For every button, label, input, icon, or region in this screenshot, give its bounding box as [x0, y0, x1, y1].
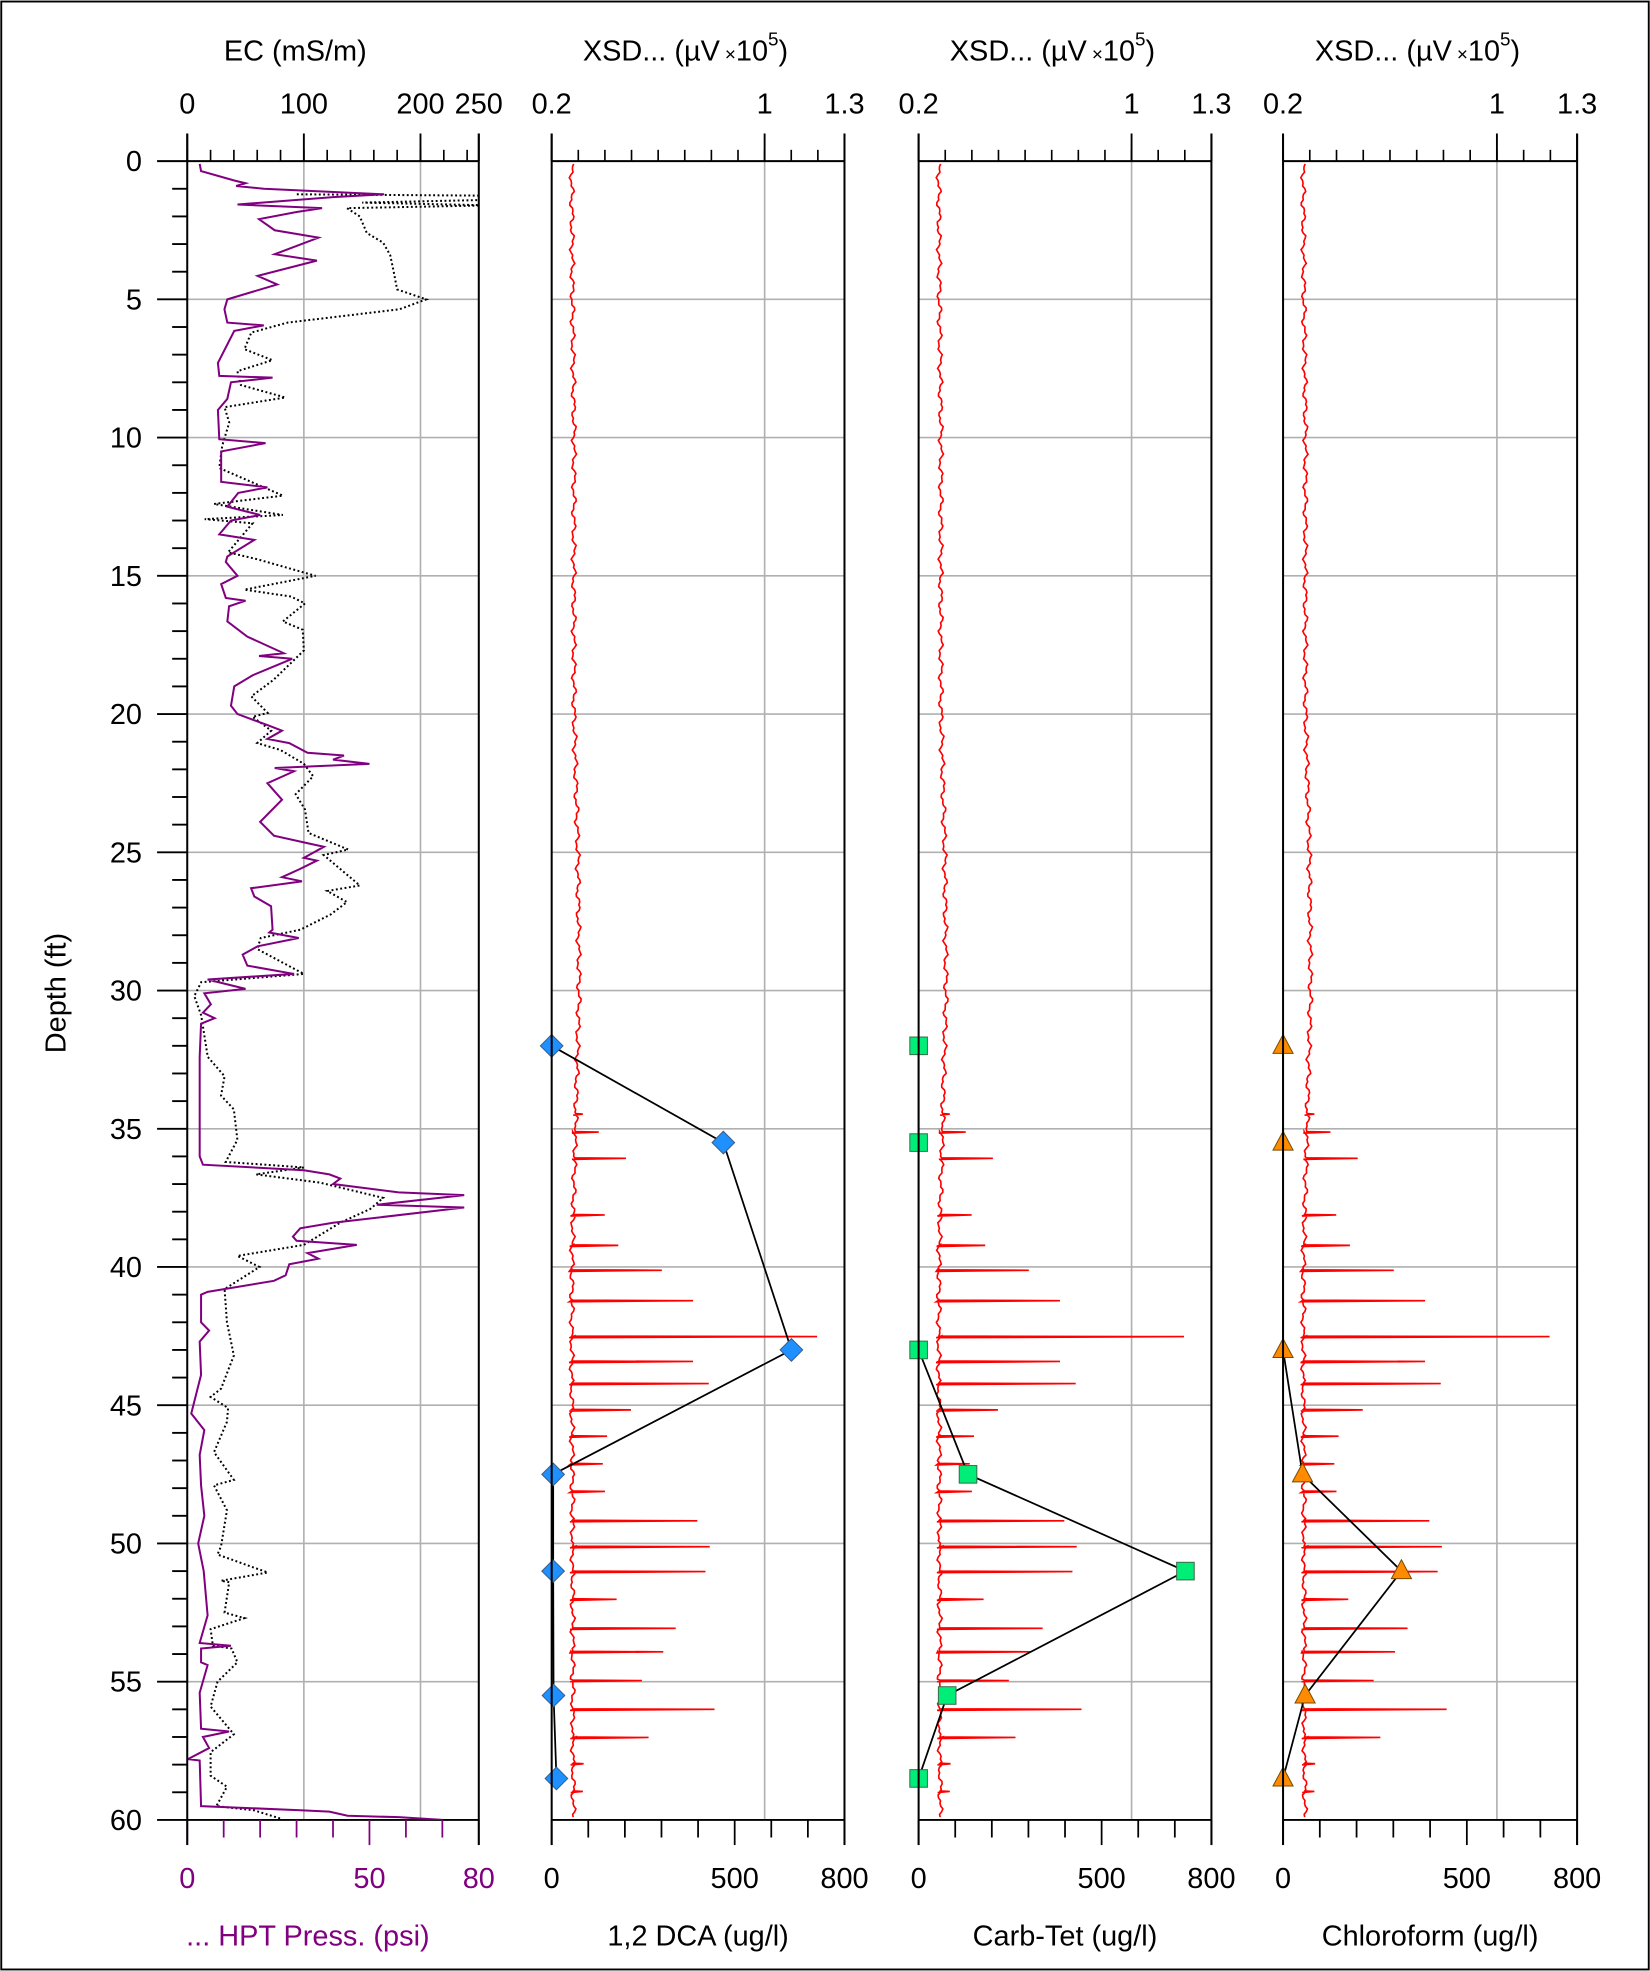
bottom-axis-title: ... HPT Press. (psi): [186, 1921, 429, 1953]
depth-tick-label: 15: [110, 561, 142, 593]
title-base: 10: [1468, 36, 1500, 68]
square-marker: [1176, 1561, 1195, 1581]
top-axis-title: XSD... (µV ×105): [950, 29, 1155, 68]
top-axis-tick-label: 250: [455, 88, 503, 120]
times-sign: ×: [1457, 44, 1468, 65]
top-axis-tick-label: 0.2: [1263, 88, 1303, 120]
hpt-series-line: [187, 163, 465, 1820]
diamond-marker: [711, 1130, 736, 1155]
bottom-axis-tick-label: 50: [353, 1863, 385, 1895]
depth-tick-label: 0: [126, 146, 142, 178]
bottom-axis-title: Chloroform (ug/l): [1322, 1921, 1539, 1953]
bottom-axis-tick-label: 500: [1443, 1863, 1491, 1895]
xsd-series-line: [933, 163, 1185, 1818]
top-axis-tick-label: 0.2: [899, 88, 939, 120]
depth-tick-label: 40: [110, 1252, 142, 1284]
panel-4: 0.2 1 1.3 XSD... (µV ×105) 0 500 800 Chloroform …: [1263, 29, 1601, 1953]
depth-tick-label: 20: [110, 699, 142, 731]
top-axis-tick-label: 1.3: [824, 88, 864, 120]
bottom-axis-tick-label: 0: [179, 1863, 195, 1895]
plot-area: [566, 163, 818, 1818]
title-base: 10: [1103, 36, 1135, 68]
bottom-axis-tick-label: 800: [1553, 1863, 1601, 1895]
diamond-marker: [779, 1337, 804, 1362]
depth-tick-label: 50: [110, 1529, 142, 1561]
top-axis-title-text: XSD... (µV: [950, 36, 1088, 68]
top-axis-tick-label: 1: [1124, 88, 1140, 120]
bottom-axis-title: Carb-Tet (ug/l): [973, 1921, 1158, 1953]
top-axis-tick-label: 100: [280, 88, 328, 120]
title-base: 10: [736, 36, 768, 68]
bottom-axis-tick-label: 500: [711, 1863, 759, 1895]
title-suffix: ): [1146, 36, 1156, 68]
top-axis-tick-label: 0.2: [532, 88, 572, 120]
top-axis-title-text: XSD... (µV: [1315, 36, 1453, 68]
square-marker: [937, 1686, 957, 1705]
bottom-axis-title: 1,2 DCA (ug/l): [607, 1921, 788, 1953]
top-axis-tick-label: 1.3: [1191, 88, 1231, 120]
times-sign: ×: [725, 44, 736, 65]
title-suffix: ): [779, 36, 789, 68]
triangle-marker: [1291, 1461, 1314, 1483]
depth-tick-label: 55: [110, 1667, 142, 1699]
depth-tick-label: 30: [110, 976, 142, 1008]
bottom-axis-tick-label: 800: [1187, 1863, 1235, 1895]
title-exponent: 5: [768, 29, 778, 50]
top-axis-tick-label: 1.3: [1557, 88, 1597, 120]
top-axis-tick-label: 0: [179, 88, 195, 120]
title-exponent: 5: [1135, 29, 1145, 50]
times-sign: ×: [1092, 44, 1103, 65]
plot-area: [187, 163, 479, 1820]
bottom-axis-tick-label: 500: [1078, 1863, 1126, 1895]
bottom-axis-tick-label: 800: [820, 1863, 868, 1895]
bottom-axis-tick-label: 0: [911, 1863, 927, 1895]
depth-axis: 0 5 10 15 20 25 30 35 40 45 50 55 60: [110, 146, 188, 1837]
top-axis-title-text: XSD... (µV: [583, 36, 721, 68]
top-axis-title: XSD... (µV ×105): [1315, 29, 1520, 68]
top-axis-tick-label: 1: [757, 88, 773, 120]
depth-tick-label: 60: [110, 1805, 142, 1837]
xsd-series-line: [1297, 163, 1550, 1818]
title-exponent: 5: [1500, 29, 1510, 50]
diamond-marker: [541, 1462, 566, 1487]
top-axis-tick-label: 200: [396, 88, 444, 120]
triangle-marker: [1294, 1683, 1316, 1704]
depth-tick-label: 25: [110, 837, 142, 869]
plot-area: [1297, 163, 1550, 1818]
diamond-marker: [541, 1683, 566, 1708]
depth-tick-label: 45: [110, 1390, 142, 1422]
xsd-series-line: [566, 163, 818, 1818]
depth-tick-label: 35: [110, 1114, 142, 1146]
panel-2: 0.2 1 1.3 XSD... (µV ×105) 0 500 800 1,2 DCA (ug…: [532, 29, 869, 1953]
triangle-marker: [1390, 1558, 1413, 1580]
square-marker: [958, 1465, 978, 1484]
top-axis-title: XSD... (µV ×105): [583, 29, 788, 68]
panel-3: 0.2 1 1.3 XSD... (µV ×105) 0 500 800 Carb-Tet (u…: [899, 29, 1236, 1953]
bottom-axis-tick-label: 80: [463, 1863, 495, 1895]
panel-1: 0 100 200 250 EC (mS/m) 0 50 80 ... HPT Press. (…: [179, 36, 503, 1953]
top-axis-tick-label: 1: [1489, 88, 1505, 120]
y-axis-label: Depth (ft): [40, 933, 72, 1053]
title-suffix: ): [1511, 36, 1521, 68]
depth-tick-label: 5: [126, 284, 142, 316]
depth-tick-label: 10: [110, 423, 142, 455]
plot-area: [933, 163, 1185, 1818]
bottom-axis-tick-label: 0: [1275, 1863, 1291, 1895]
bottom-axis-tick-label: 0: [544, 1863, 560, 1895]
top-axis-title: EC (mS/m): [224, 36, 367, 68]
diamond-marker: [541, 1559, 566, 1584]
